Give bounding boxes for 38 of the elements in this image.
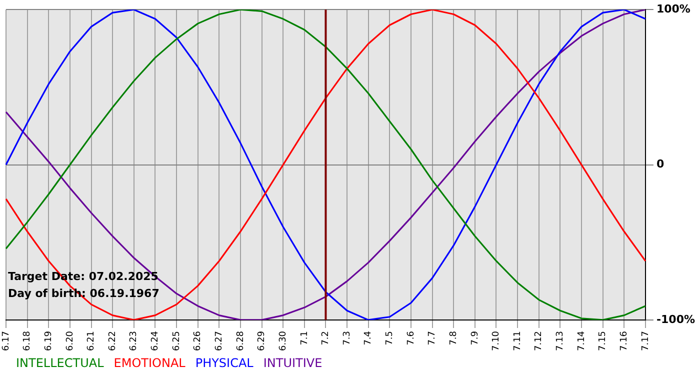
x-tick-label: 6.22 [108, 330, 118, 352]
text: EMOTIONAL [114, 356, 186, 370]
x-tick-label: 6.24 [150, 330, 161, 352]
x-tick-label: 7.10 [492, 330, 502, 352]
x-tick-label: 7.8 [448, 330, 459, 346]
x-tick-label: 6.17 [1, 330, 12, 352]
x-tick-label: 7.15 [598, 330, 608, 352]
x-tick-label: 6.27 [214, 330, 224, 352]
x-tick-label: 7.12 [534, 330, 544, 352]
x-tick-label: 6.25 [172, 330, 182, 352]
text: INTELLECTUAL [16, 356, 104, 370]
x-tick-label: 7.14 [576, 330, 587, 352]
text: PHYSICAL [195, 356, 254, 370]
x-tick-label: 7.6 [406, 330, 416, 346]
x-tick-label: 7.17 [640, 330, 651, 352]
x-tick-label: 6.21 [86, 330, 97, 352]
y-tick-label: 100% [656, 2, 690, 16]
x-tick-label: 7.2 [321, 330, 332, 346]
x-tick-label: 6.18 [22, 330, 33, 352]
y-tick-label: 0 [656, 158, 664, 171]
x-tick-label: 6.26 [193, 330, 204, 352]
x-tick-label: 6.19 [44, 330, 54, 352]
x-tick-label: 6.23 [129, 330, 140, 352]
text: INTUITIVE [263, 356, 322, 370]
x-tick-label: 7.3 [342, 330, 352, 346]
x-tick-label: 6.29 [257, 330, 268, 352]
x-tick-label: 7.4 [364, 330, 374, 346]
y-tick-label: -100% [656, 312, 696, 326]
x-tick-label: 6.30 [278, 330, 288, 352]
x-tick-label: 7.9 [470, 330, 480, 346]
x-tick-label: 7.1 [300, 330, 310, 346]
x-tick-label: 7.5 [385, 330, 396, 346]
x-tick-label: 7.11 [512, 330, 523, 352]
x-tick-label: 6.28 [236, 330, 246, 352]
x-tick-label: 6.20 [65, 330, 76, 352]
x-tick-label: 7.16 [619, 330, 630, 352]
x-tick-label: 7.7 [428, 330, 438, 346]
x-tick-label: 7.13 [556, 330, 566, 352]
